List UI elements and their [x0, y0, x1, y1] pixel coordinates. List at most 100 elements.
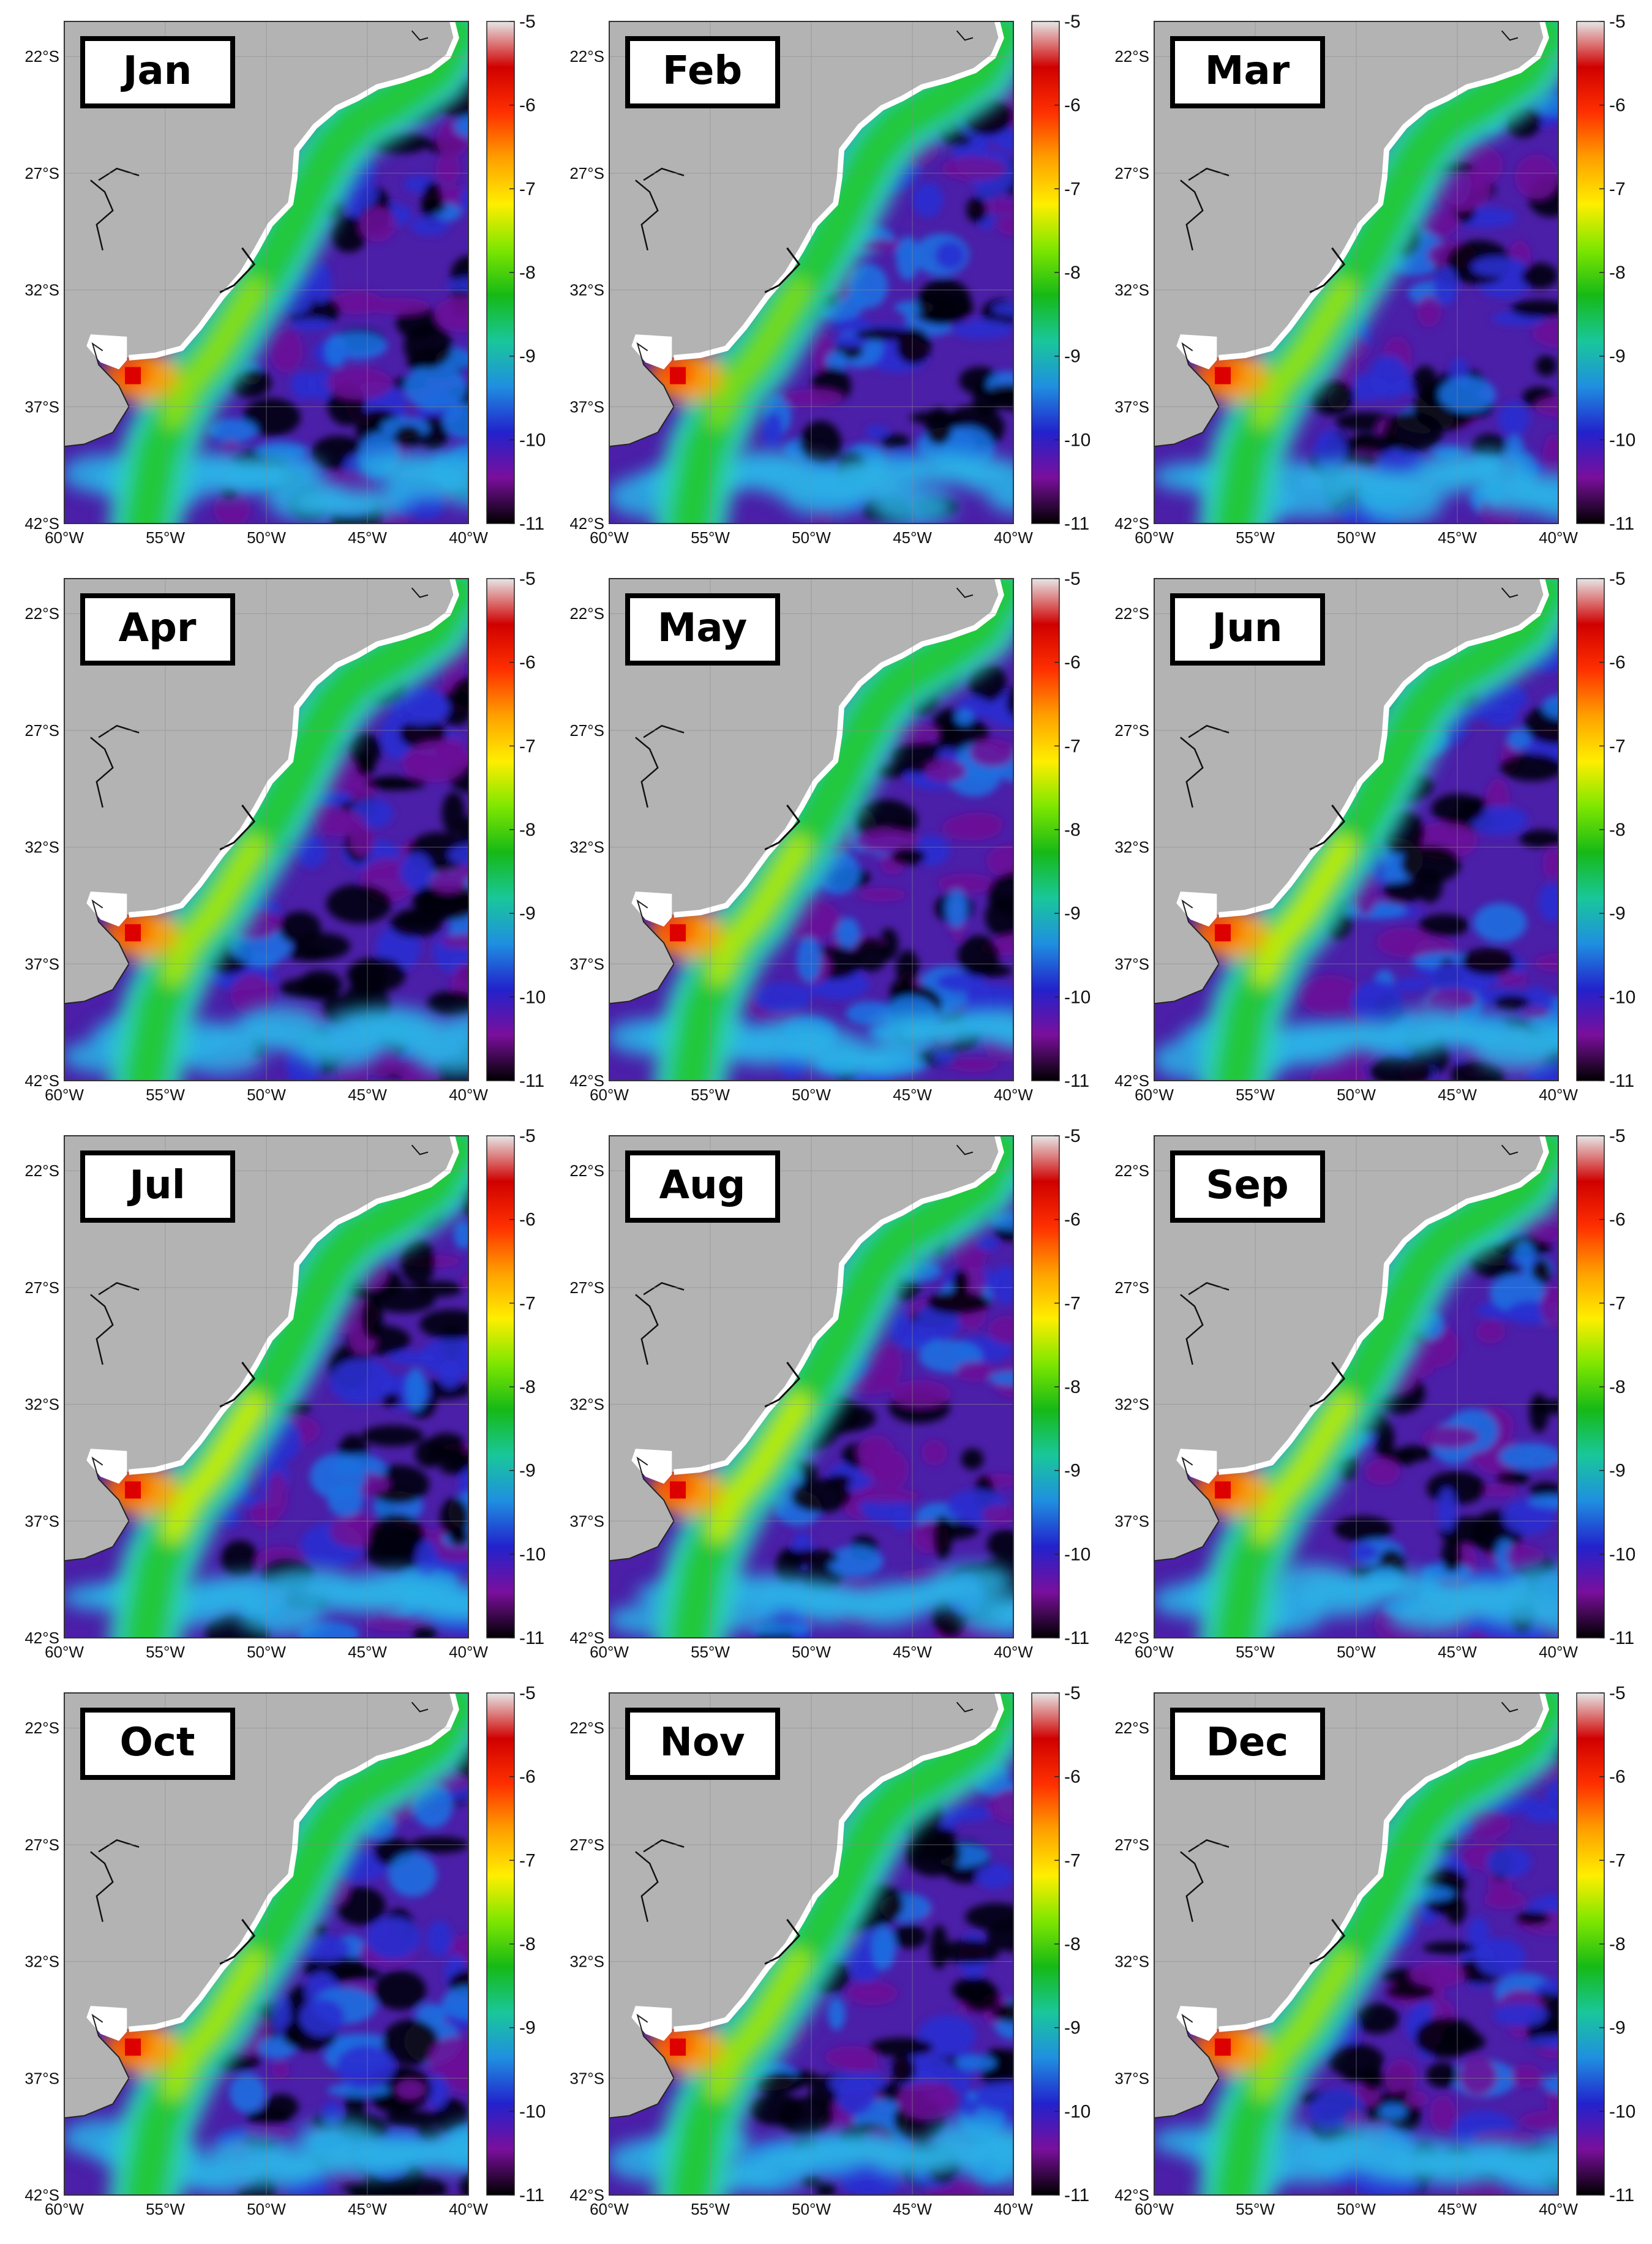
lon-tick-label: 40°W — [1539, 528, 1578, 547]
lon-tick-label: 40°W — [994, 2200, 1033, 2218]
lat-tick-label: 37°S — [1114, 397, 1149, 416]
lat-tick-label: 22°S — [1114, 47, 1149, 66]
colorbar-tick-label: -8 — [1064, 1377, 1081, 1397]
graticule — [64, 1693, 468, 2195]
colorbar-tick-label: -7 — [1609, 179, 1626, 199]
lat-tick-label: 22°S — [24, 604, 59, 623]
lat-tick-label: 32°S — [1114, 1953, 1149, 1971]
lat-tick-label: 37°S — [1114, 1512, 1149, 1530]
colorbar-tick-label: -7 — [1064, 1850, 1081, 1871]
colorbar-tick-label: -8 — [1064, 263, 1081, 283]
colorbar-tick-label: -6 — [1609, 96, 1626, 116]
colorbar-tick-label: -6 — [519, 1210, 536, 1230]
land-mass — [1154, 1136, 1547, 1561]
colorbar-tick-label: -6 — [1609, 1767, 1626, 1787]
map-frame — [609, 1135, 1014, 1638]
lat-tick-label: 22°S — [24, 47, 59, 66]
lat-tick-label: 42°S — [1114, 1629, 1149, 1647]
month-label-box — [1170, 36, 1325, 108]
colorbar-tick-label: -10 — [1064, 1544, 1091, 1564]
colorbar-tick-label: -9 — [1064, 904, 1081, 924]
colorbar-tick-label: -11 — [1609, 1628, 1634, 1648]
colorbar-tick-label: -11 — [1609, 514, 1634, 534]
colorbar-tick-label: -6 — [1609, 653, 1626, 673]
lon-tick-label: 45°W — [348, 528, 387, 547]
lon-tick-label: 60°W — [590, 528, 629, 547]
colorbar-tick-label: -6 — [1064, 96, 1081, 116]
lon-tick-label: 45°W — [348, 1086, 387, 1104]
map-panel-may: 22°S 27°S 32°S 37°S 42°S 60°W 55°W 50°W 45°W 40°W… — [569, 569, 1096, 1117]
colorbar-tick-label: -8 — [1064, 1934, 1081, 1954]
estuary — [86, 334, 127, 370]
land-mass — [64, 579, 457, 1004]
map-frame — [609, 1692, 1014, 2196]
estuary — [1176, 1449, 1217, 1484]
lat-tick-label: 22°S — [24, 1161, 59, 1180]
lon-tick-label: 50°W — [1337, 2200, 1376, 2218]
lon-tick-label: 55°W — [146, 1643, 185, 1661]
lat-tick-label: 37°S — [24, 397, 59, 416]
lat-tick-label: 32°S — [24, 838, 59, 857]
lat-tick-label: 22°S — [569, 1719, 604, 1737]
colorbar-tick-label: -9 — [1064, 2018, 1081, 2038]
estuary — [631, 334, 672, 370]
lat-tick-label: 42°S — [569, 1629, 604, 1647]
colorbar-tick-label: -7 — [1609, 1293, 1626, 1313]
shelf-jet — [649, 1693, 1013, 2195]
month-label: May — [658, 606, 748, 651]
month-label-box — [80, 1150, 235, 1223]
month-label: Mar — [1205, 48, 1290, 94]
lat-tick-label: 37°S — [24, 955, 59, 973]
lat-tick-label: 32°S — [24, 1953, 59, 1971]
lon-tick-label: 40°W — [449, 528, 488, 547]
colorbar-tick-label: -9 — [1064, 347, 1081, 367]
lat-tick-label: 27°S — [569, 721, 604, 740]
colorbar-tick-label: -5 — [1609, 1683, 1626, 1703]
colorbar-tick-label: -7 — [1064, 1293, 1081, 1313]
colorbar-tick-label: -6 — [1064, 1210, 1081, 1230]
colorbar-tick-label: -6 — [519, 1767, 536, 1787]
month-label-box — [625, 36, 780, 108]
map-panel-aug: 22°S 27°S 32°S 37°S 42°S 60°W 55°W 50°W 45°W 40°W… — [569, 1126, 1096, 1675]
colorbar-tick-label: -9 — [519, 2018, 536, 2038]
colorbar-tick-label: -7 — [1609, 736, 1626, 756]
colorbar-tick-label: -9 — [1609, 2018, 1626, 2038]
month-label-box — [625, 1708, 780, 1780]
lat-tick-label: 27°S — [24, 1278, 59, 1297]
colorbar-tick-label: -11 — [519, 1628, 544, 1648]
map-svg: 22°S 27°S 32°S 37°S 42°S60°W 55°W 50°W 45°W 40°W… — [1114, 12, 1635, 547]
land-mass — [64, 21, 457, 447]
land-mass — [64, 1693, 457, 2118]
lon-tick-label: 45°W — [1438, 2200, 1477, 2218]
lat-tick-label: 27°S — [1114, 1836, 1149, 1854]
colorbar-tick-label: -10 — [519, 2101, 546, 2122]
coastline — [129, 579, 459, 918]
colorbar-tick-label: -7 — [1064, 736, 1081, 756]
lat-tick-label: 42°S — [1114, 1071, 1149, 1090]
lon-tick-label: 60°W — [590, 1643, 629, 1661]
map-panel-dec: 22°S 27°S 32°S 37°S 42°S 60°W 55°W 50°W 45°W 40°W… — [1114, 1683, 1641, 2232]
lon-tick-label: 60°W — [590, 1086, 629, 1104]
lat-tick-label: 27°S — [569, 1278, 604, 1297]
colorbar-tick-label: -6 — [519, 96, 536, 116]
colorbar-tick-label: -8 — [519, 1377, 536, 1397]
colorbar-tick-label: -8 — [1609, 820, 1626, 840]
colorbar-tick-label: -10 — [1064, 430, 1091, 450]
lat-tick-label: 37°S — [24, 1512, 59, 1530]
colorbar-tick-label: -9 — [519, 347, 536, 367]
colorbar-tick-label: -5 — [519, 1126, 536, 1146]
lon-tick-label: 45°W — [1438, 1643, 1477, 1661]
month-label: Jun — [1210, 606, 1283, 651]
coastline — [674, 1693, 1004, 2032]
lat-tick-label: 37°S — [1114, 955, 1149, 973]
lon-tick-label: 40°W — [1539, 1086, 1578, 1104]
colorbar-tick-label: -9 — [1064, 1461, 1081, 1481]
map-svg: 22°S 27°S 32°S 37°S 42°S60°W 55°W 50°W 45°W 40°W… — [1114, 1683, 1635, 2218]
colorbar-tick-label: -10 — [519, 1544, 546, 1564]
map-panel-jun: 22°S 27°S 32°S 37°S 42°S 60°W 55°W 50°W 45°W 40°W… — [1114, 569, 1641, 1117]
coastline — [1218, 1693, 1549, 2032]
coastline — [1218, 21, 1549, 361]
coastline — [674, 21, 1004, 361]
month-label-box — [625, 593, 780, 666]
colorbar-tick-label: -5 — [519, 569, 536, 589]
